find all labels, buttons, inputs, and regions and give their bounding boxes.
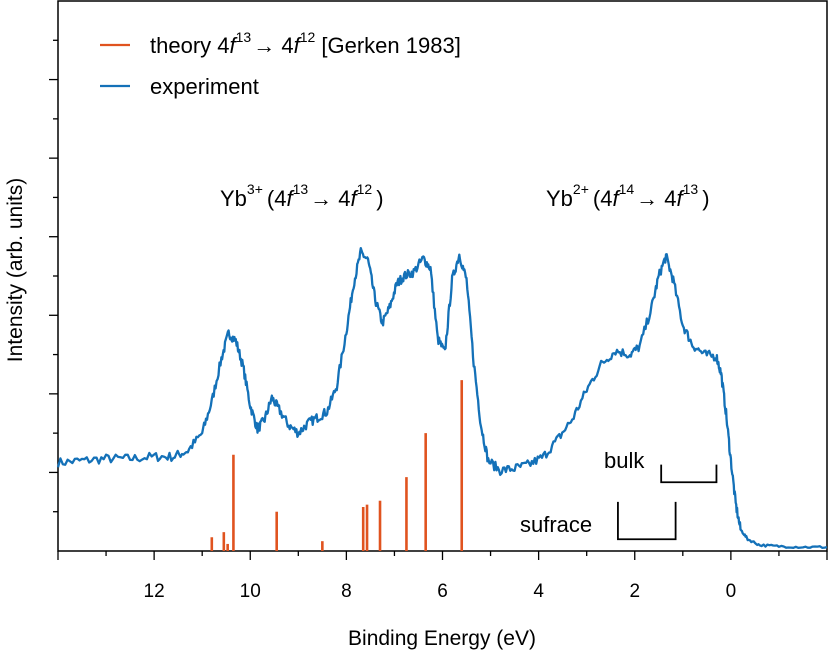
- x-tick-label: 8: [341, 581, 352, 602]
- yb3-annotation: Yb3+ (4f13→ 4f12): [220, 181, 384, 211]
- x-tick-label: 2: [629, 581, 640, 602]
- legend: theory 4f13→ 4f12 [Gerken 1983] experime…: [100, 29, 461, 99]
- legend-experiment-label: experiment: [150, 74, 259, 99]
- theory-stick-series: [210, 380, 464, 551]
- x-tick-label: 10: [240, 581, 261, 602]
- resolution-brackets: [617, 464, 718, 541]
- x-ticks: 12 10 8 6 4 2 0: [57, 551, 828, 602]
- bulk-label: bulk: [604, 448, 645, 473]
- y-axis-title: Intensity (arb. units): [4, 178, 27, 362]
- surface-bracket: [617, 501, 677, 541]
- y-ticks: [49, 39, 58, 513]
- x-tick-label: 12: [144, 581, 165, 602]
- x-axis-title: Binding Energy (eV): [348, 627, 536, 650]
- experiment-line: [56, 246, 828, 549]
- surface-label: sufrace: [520, 512, 592, 537]
- yb2-annotation: Yb2+ (4f14→ 4f13): [546, 181, 710, 211]
- x-tick-label: 0: [726, 581, 737, 602]
- x-tick-label: 4: [533, 581, 544, 602]
- x-tick-label: 6: [437, 581, 448, 602]
- legend-theory-label: theory 4f13→ 4f12 [Gerken 1983]: [150, 29, 461, 58]
- bulk-bracket: [660, 464, 718, 484]
